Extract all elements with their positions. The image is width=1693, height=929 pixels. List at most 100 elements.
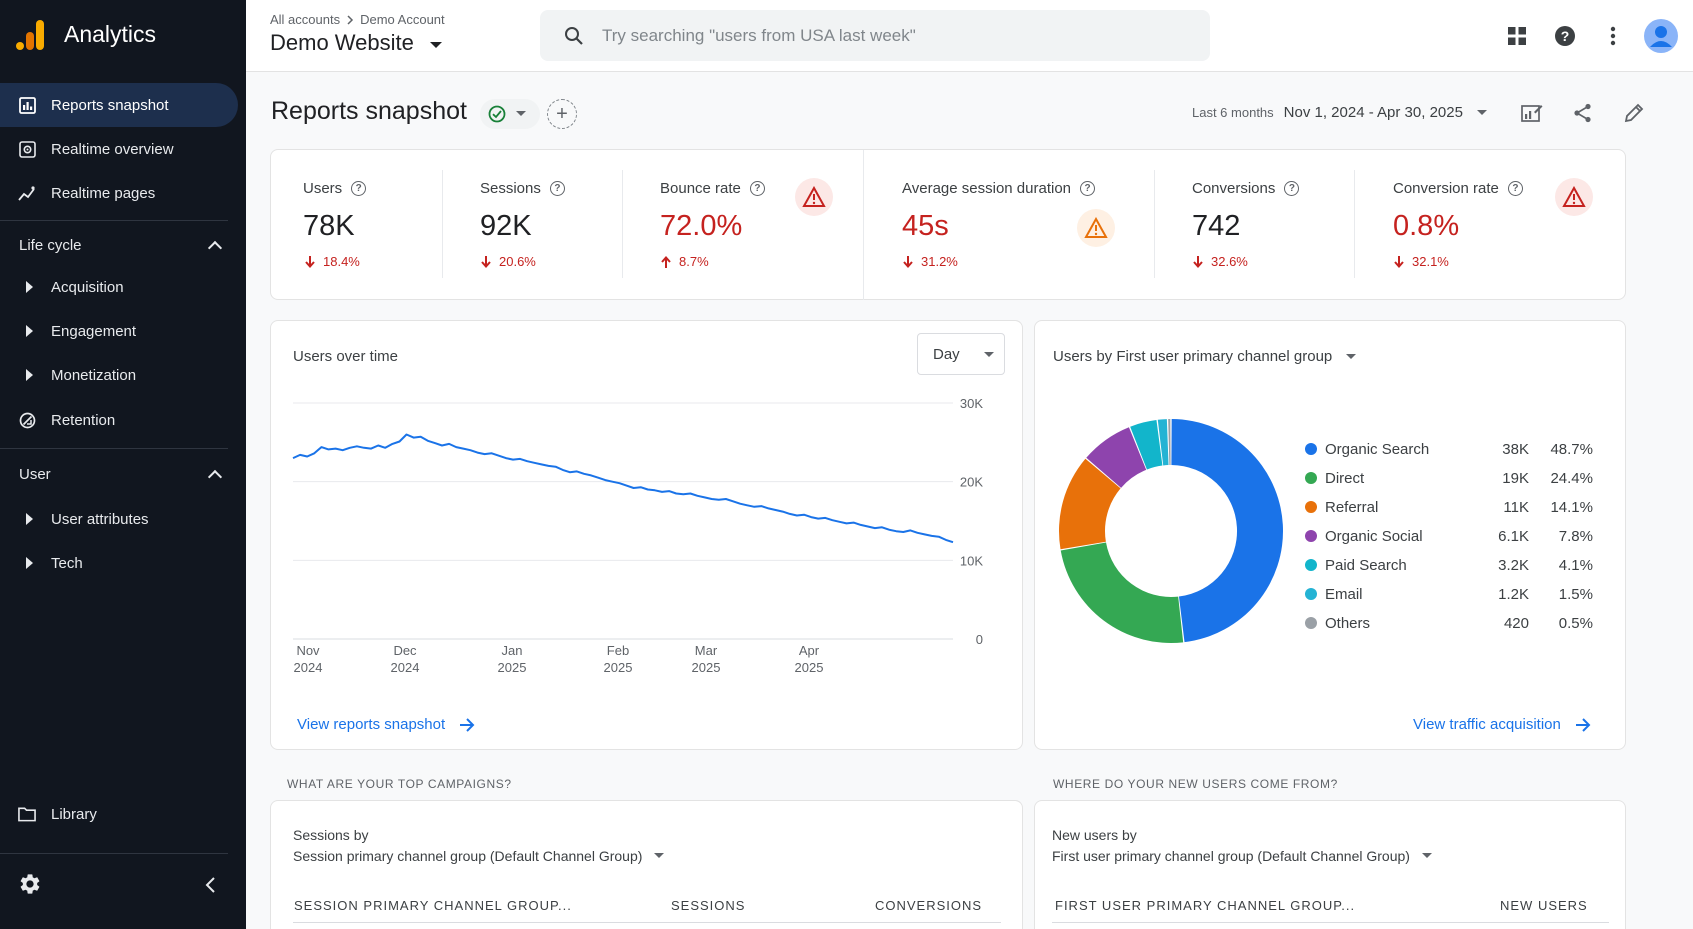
help-icon[interactable]: ? — [1080, 181, 1095, 196]
date-range-selector[interactable]: Last 6 months Nov 1, 2024 - Apr 30, 2025 — [1192, 104, 1487, 121]
view-traffic-acquisition-link[interactable]: View traffic acquisition — [1413, 716, 1591, 733]
table-divider — [293, 922, 1001, 923]
nav-realtime-overview[interactable]: Realtime overview — [0, 127, 238, 171]
collapse-chevron-left-icon[interactable] — [204, 876, 220, 894]
column-header[interactable]: FIRST USER PRIMARY CHANNEL GROUP... — [1055, 898, 1356, 913]
column-header[interactable]: SESSIONS — [671, 898, 746, 913]
x-tick-month: Mar — [695, 643, 718, 658]
warning-icon[interactable] — [1077, 209, 1115, 247]
kpi-delta-value: 32.1% — [1412, 254, 1449, 269]
column-header[interactable]: NEW USERS — [1500, 898, 1588, 913]
nav-user-attributes[interactable]: User attributes — [0, 497, 238, 541]
kpi-delta-value: 31.2% — [921, 254, 958, 269]
kpi-label: Conversion rate — [1393, 180, 1499, 197]
nav-label: Reports snapshot — [51, 96, 169, 114]
arrow-down-icon — [1394, 255, 1404, 268]
search-bar[interactable] — [540, 10, 1210, 61]
dimension-selector[interactable]: Session primary channel group (Default C… — [293, 848, 665, 864]
property-selector[interactable]: Demo Website — [270, 30, 442, 56]
dimension-selector[interactable]: First user primary channel group (Defaul… — [1052, 848, 1432, 864]
kpi-conversion-rate[interactable]: Conversion rate ? 0.8% 32.1% — [1355, 150, 1625, 298]
legend-item-organic-social[interactable]: Organic Social 6.1K 7.8% — [1305, 522, 1593, 550]
nav-monetization[interactable]: Monetization — [0, 353, 238, 397]
card-subtitle: New users by — [1052, 827, 1137, 843]
avatar[interactable] — [1641, 16, 1681, 56]
card-title-row[interactable]: Users by First user primary channel grou… — [1053, 348, 1357, 365]
legend-item-organic-search[interactable]: Organic Search 38K 48.7% — [1305, 435, 1593, 463]
kpi-separator — [622, 170, 623, 278]
sidebar-divider — [0, 448, 228, 449]
realtime-pages-icon — [18, 184, 36, 202]
legend-item-paid-search[interactable]: Paid Search 3.2K 4.1% — [1305, 551, 1593, 579]
warning-icon[interactable] — [795, 178, 833, 216]
x-tick-year: 2025 — [498, 660, 527, 673]
kpi-delta-value: 20.6% — [499, 254, 536, 269]
help-icon[interactable]: ? — [1284, 181, 1300, 196]
section-user[interactable]: User — [0, 454, 238, 494]
nav-tech[interactable]: Tech — [0, 541, 238, 585]
kpi-sessions[interactable]: Sessions ? 92K 20.6% — [443, 150, 621, 298]
users-series-line — [292, 433, 954, 544]
caret-right-icon — [18, 278, 36, 296]
nav-retention[interactable]: Retention — [0, 398, 238, 442]
kpi-delta: 8.7% — [661, 254, 709, 269]
search-input[interactable] — [602, 25, 1162, 46]
legend-name: Organic Social — [1325, 527, 1423, 545]
help-icon[interactable]: ? — [351, 181, 367, 196]
breadcrumb-account[interactable]: Demo Account — [360, 12, 445, 27]
kpi-bounce-rate[interactable]: Bounce rate ? 72.0% 8.7% — [623, 150, 863, 298]
apps-grid-icon[interactable] — [1497, 16, 1537, 56]
nav-library[interactable]: Library — [0, 792, 238, 836]
legend-item-email[interactable]: Email 1.2K 1.5% — [1305, 580, 1593, 608]
kpi-users[interactable]: Users ? 78K 18.4% — [271, 150, 441, 298]
table-divider — [1052, 922, 1609, 923]
nav-acquisition[interactable]: Acquisition — [0, 265, 238, 309]
channel-donut-chart[interactable] — [1051, 411, 1291, 651]
dropdown-arrow-icon — [1346, 353, 1357, 359]
users-line-chart[interactable]: 30K 20K 10K 0 Nov 2024 Dec 2024 Jan 2025 Feb 2025 Ma… — [271, 373, 991, 673]
arrow-right-icon — [1575, 717, 1591, 732]
brand[interactable]: Analytics — [16, 18, 156, 50]
kpi-label: Conversions — [1192, 180, 1276, 197]
section-lifecycle[interactable]: Life cycle — [0, 225, 238, 265]
realtime-icon — [18, 140, 36, 158]
granularity-select[interactable]: Day — [917, 333, 1005, 375]
reports-icon — [18, 96, 36, 114]
help-icon[interactable]: ? — [1545, 16, 1585, 56]
legend-item-others[interactable]: Others 420 0.5% — [1305, 609, 1593, 637]
y-tick-label: 10K — [960, 553, 983, 568]
column-header[interactable]: SESSION PRIMARY CHANNEL GROUP... — [294, 898, 572, 913]
more-vert-icon[interactable] — [1593, 16, 1633, 56]
customize-report-icon[interactable] — [1512, 96, 1552, 130]
breadcrumb-all-accounts[interactable]: All accounts — [270, 12, 341, 27]
edit-pencil-icon[interactable] — [1614, 96, 1654, 130]
top-header: All accounts Demo Account Demo Website ? — [246, 0, 1693, 72]
help-icon[interactable]: ? — [749, 181, 765, 196]
share-icon[interactable] — [1563, 96, 1603, 130]
warning-icon[interactable] — [1555, 178, 1593, 216]
view-reports-snapshot-link[interactable]: View reports snapshot — [297, 716, 475, 733]
legend-percent: 0.5% — [1558, 614, 1593, 632]
help-icon[interactable]: ? — [549, 181, 565, 196]
arrow-down-icon — [481, 255, 491, 268]
folder-icon — [18, 805, 36, 823]
legend-item-referral[interactable]: Referral 11K 14.1% — [1305, 493, 1593, 521]
nav-reports-snapshot[interactable]: Reports snapshot — [0, 83, 238, 127]
nav-engagement[interactable]: Engagement — [0, 309, 238, 353]
add-comparison-button[interactable]: + — [547, 99, 577, 129]
date-range-prefix: Last 6 months — [1192, 105, 1274, 120]
donut-slice-referral — [1059, 458, 1121, 550]
help-icon[interactable]: ? — [1507, 181, 1523, 196]
legend-item-direct[interactable]: Direct 19K 24.4% — [1305, 464, 1593, 492]
app-name: Analytics — [64, 20, 157, 47]
nav-realtime-pages[interactable]: Realtime pages — [0, 171, 238, 215]
legend-dot — [1305, 559, 1317, 571]
kpi-avg-session-duration[interactable]: Average session duration ? 45s 31.2% — [864, 150, 1154, 298]
search-icon — [565, 26, 583, 45]
settings-gear-icon[interactable] — [18, 872, 44, 898]
status-chip[interactable] — [480, 99, 540, 129]
column-header[interactable]: CONVERSIONS — [875, 898, 983, 913]
link-label: View reports snapshot — [297, 716, 446, 733]
kpi-label-row: Sessions ? — [480, 180, 565, 197]
kpi-conversions[interactable]: Conversions ? 742 32.6% — [1155, 150, 1353, 298]
